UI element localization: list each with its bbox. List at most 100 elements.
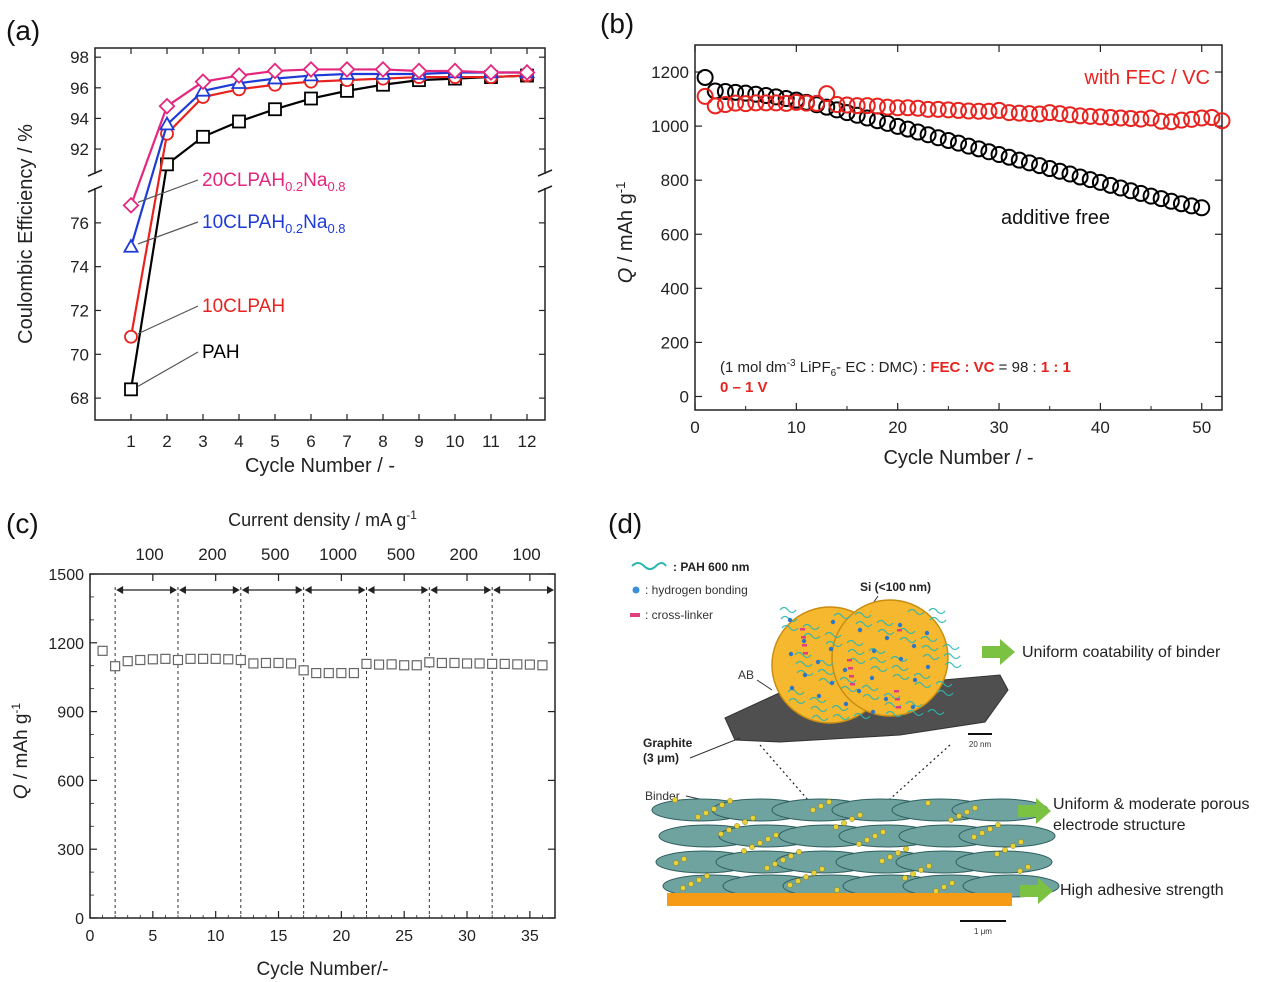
si-particle-dot (994, 851, 1000, 857)
data-point-c (260, 657, 272, 669)
data-point-b-fec-vc (1102, 108, 1120, 126)
si-particle-dot (864, 837, 870, 843)
data-point-c (524, 659, 535, 670)
data-point-b-fec-vc (1091, 108, 1109, 126)
legend-hydrogen-bonding: : hydrogen bonding (645, 583, 748, 597)
data-point-c (399, 660, 410, 671)
si-particle-dot (772, 861, 778, 867)
si-particle-dot (895, 850, 901, 856)
legend-leader-a (137, 221, 199, 245)
data-point-c (97, 645, 108, 656)
data-point-b-fec-vc (737, 95, 755, 113)
current-density-label: 500 (261, 545, 289, 564)
data-point-b-fec-vc (1122, 110, 1140, 128)
cross-linker-dash (849, 675, 854, 678)
scale-label-20nm: 20 nm (969, 740, 992, 749)
y-axis-title-sup: -1 (9, 703, 23, 714)
binder-network (779, 606, 962, 722)
data-point-c (386, 659, 397, 670)
data-point-a (124, 329, 138, 344)
annotation-part: - EC : DMC) : (836, 359, 930, 376)
si-particle-dot (757, 840, 763, 846)
data-point-c (361, 658, 372, 669)
data-point-b-fec-vc (1203, 108, 1221, 126)
arrow-adhesive-strength (1020, 878, 1053, 904)
si-particle-dot (765, 836, 771, 842)
data-point-b-fec-vc (838, 96, 856, 114)
si-particle-dot (764, 865, 770, 871)
x-tick-label-a: 5 (270, 432, 279, 451)
data-point-c (210, 653, 221, 664)
y-axis-title-b: Q / mAh g-1 (613, 182, 637, 284)
data-point-b-additive-free (960, 137, 978, 155)
y-tick-label-a: 94 (70, 109, 89, 128)
legend-label-sub: 0.8 (327, 179, 345, 194)
data-point-b-additive-free (716, 83, 734, 101)
legend-leader-a (137, 305, 199, 335)
plot-frame-c (89, 573, 556, 919)
si-particle-dot (719, 802, 725, 808)
hydrogen-bond-dot (897, 622, 903, 628)
current-density-label: 200 (198, 545, 226, 564)
data-point-b-fec-vc (990, 101, 1008, 119)
data-point-b-fec-vc (777, 94, 795, 112)
annotation-part: = 98 : (995, 359, 1041, 376)
data-point-c (235, 654, 246, 666)
hydrogen-bond-dot (842, 667, 848, 673)
hydrogen-bond-dot (802, 672, 808, 678)
data-point-b-fec-vc (919, 100, 937, 118)
data-point-c (135, 654, 146, 666)
data-point-b-additive-free (1132, 184, 1150, 202)
y-tick-label-b: 1200 (651, 63, 689, 82)
annotation-part: (1 mol dm (720, 359, 787, 376)
si-particle-dot (787, 882, 793, 888)
si-particle-dot (856, 841, 862, 847)
data-point-b-fec-vc (1193, 109, 1211, 127)
x-tick-label-a: 7 (342, 432, 351, 451)
data-point-c (348, 667, 360, 679)
hydrogen-bond-dot (857, 627, 863, 633)
si-particle-dot (734, 823, 740, 829)
data-point-b-additive-free (1193, 199, 1211, 217)
cross-linker-dash (850, 683, 855, 686)
si-particle-dot (833, 824, 839, 830)
annotation-sup: -3 (787, 358, 796, 369)
range-arrow-head (430, 586, 438, 594)
axis-break-mark (87, 185, 103, 193)
si-particle-dot (972, 805, 978, 811)
data-point-b-additive-free (1172, 195, 1190, 213)
annotation-part: LiPF (796, 359, 831, 376)
data-point-b-additive-free (889, 117, 907, 135)
current-density-label: 1000 (319, 545, 357, 564)
cross-linker-dash (896, 706, 901, 709)
data-point-c (373, 659, 385, 670)
data-point-b-fec-vc (706, 97, 724, 115)
range-arrow-head (493, 586, 501, 594)
y-axis-title-a: Coulombic Efficiency / % (15, 124, 37, 344)
data-point-b-additive-free (1031, 157, 1049, 175)
hydrogen-bond-dot (912, 677, 918, 683)
data-point-b-additive-free (828, 101, 846, 119)
legend-label-a: 10CLPAH (202, 296, 285, 317)
hydrogen-bond-dot (787, 617, 793, 623)
panel-label-c: (c) (6, 508, 39, 539)
legend-label-sub: 0.2 (285, 221, 303, 236)
data-point-b-fec-vc (980, 102, 998, 120)
legend-label-a: PAH (202, 342, 240, 363)
hydrogen-bond-dot (869, 675, 875, 681)
data-point-b-additive-free (868, 112, 886, 130)
data-point-b-fec-vc (828, 95, 846, 113)
legend-label-a: 10CLPAH0.2Na0.8 (202, 212, 346, 236)
data-point-b-additive-free (879, 114, 897, 132)
data-point-b-additive-free (1162, 192, 1180, 210)
current-density-label: 100 (512, 545, 540, 564)
x-axis-title-a: Cycle Number / - (245, 455, 395, 477)
data-point-b-fec-vc (929, 100, 947, 118)
data-point-b-fec-vc (899, 99, 917, 117)
data-point-b-fec-vc (757, 94, 775, 112)
y-axis-title-unit: / mAh g (615, 193, 637, 267)
legend-cross-linker: : cross-linker (645, 608, 713, 622)
cross-linker-dash (848, 667, 853, 670)
si-particle-dot (810, 807, 816, 813)
ab-label: AB (738, 668, 754, 682)
